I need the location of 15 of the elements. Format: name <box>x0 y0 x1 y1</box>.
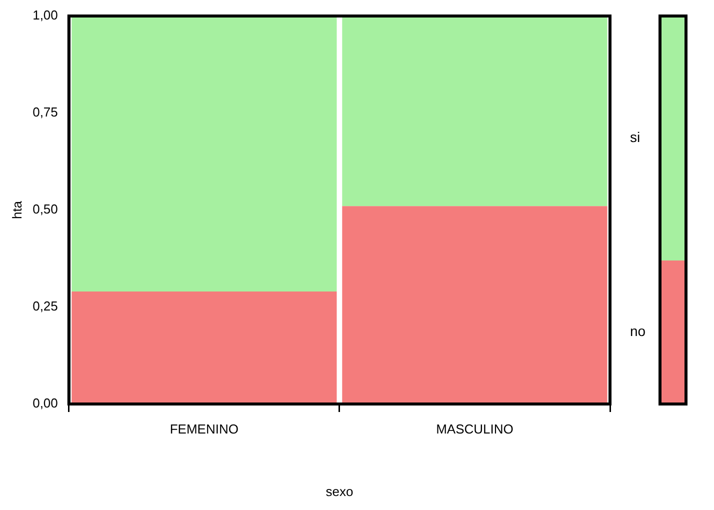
x-tick-label: MASCULINO <box>436 421 514 436</box>
x-tick-label: FEMENINO <box>170 421 238 436</box>
bar <box>342 16 608 206</box>
y-tick-label: 0,75 <box>32 104 58 120</box>
bar <box>342 206 608 404</box>
y-tick-label: 0,50 <box>32 202 58 217</box>
y-axis-title: hta <box>9 200 24 220</box>
bar <box>72 291 337 404</box>
y-tick-label: 0,00 <box>32 396 58 411</box>
y-tick-label: 1,00 <box>32 8 58 23</box>
bar <box>72 16 337 292</box>
x-axis-title: sexo <box>326 484 354 499</box>
y-tick-label: 0,25 <box>32 298 58 314</box>
series-label: si <box>630 129 640 146</box>
series-label: no <box>630 323 646 340</box>
